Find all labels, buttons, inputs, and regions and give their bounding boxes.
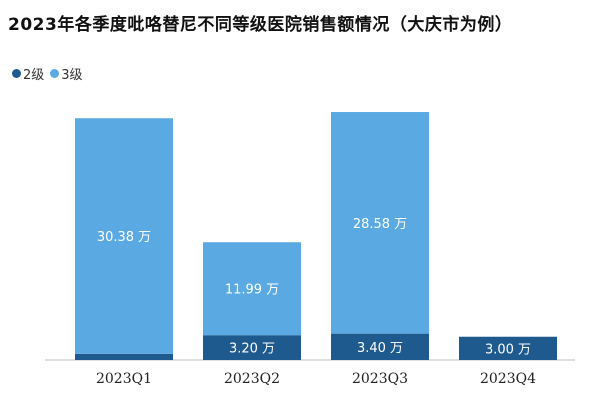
chart-title: 2023年各季度吡咯替尼不同等级医院销售额情况（大庆市为例）	[8, 15, 513, 35]
bar-2023Q2-series0[interactable]	[203, 335, 301, 360]
data-label-2023Q3-series0: 3.40 万	[357, 341, 403, 356]
data-label-2023Q2-series1: 11.99 万	[225, 283, 279, 298]
data-label-2023Q2-series0: 3.20 万	[229, 342, 275, 357]
legend-item-level3[interactable]: 3级	[50, 64, 83, 83]
legend: 2级 3级	[12, 64, 83, 83]
legend-label-level3: 3级	[61, 68, 83, 83]
bar-2023Q1-series0[interactable]	[75, 353, 173, 360]
tick-labels-group: 2023Q1 2023Q2 2023Q3 2023Q4	[96, 371, 536, 387]
legend-swatch-level2	[12, 69, 21, 78]
x-tick-label-2023Q4: 2023Q4	[480, 371, 536, 387]
x-tick-label-2023Q2: 2023Q2	[224, 371, 280, 387]
legend-item-level2[interactable]: 2级	[12, 64, 44, 83]
data-label-2023Q4-series0: 3.00 万	[485, 342, 531, 357]
x-tick-label-2023Q3: 2023Q3	[352, 371, 408, 387]
legend-swatch-level3	[50, 69, 60, 78]
x-tick-label-2023Q1: 2023Q1	[96, 371, 152, 387]
bar-2023Q3-series0[interactable]	[331, 333, 429, 360]
bar-2023Q1-series1[interactable]	[75, 118, 173, 354]
bar-2023Q2-series1[interactable]	[203, 242, 301, 336]
data-label-2023Q1-series1: 30.38 万	[97, 230, 151, 245]
bar-2023Q3-series1[interactable]	[331, 112, 429, 334]
bar-2023Q4-series0[interactable]	[459, 336, 557, 360]
labels-group: 30.38 万 3.20 万 11.99 万 3.40 万 28.58 万 3.00 万	[97, 217, 531, 358]
data-label-2023Q3-series1: 28.58 万	[353, 217, 407, 232]
legend-label-level2: 2级	[23, 68, 45, 83]
bars-group	[75, 112, 557, 360]
